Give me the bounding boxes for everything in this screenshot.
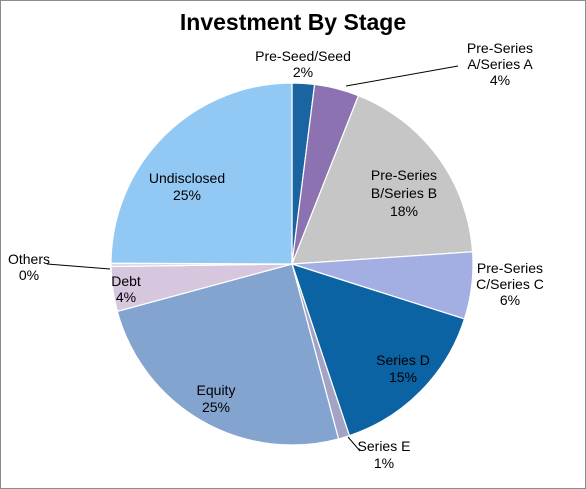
data-label-debt: Debt 4% <box>111 273 141 305</box>
pie-slice-pre-series-b-series-b <box>291 94 474 265</box>
data-label-undisclosed: Undisclosed 25% <box>149 170 225 203</box>
leader-line-series-e <box>347 436 361 452</box>
leader-line-others <box>46 263 111 270</box>
leader-line-pre-series-a-series-a <box>345 65 459 87</box>
data-label-equity: Equity 25% <box>197 382 236 415</box>
pie-slice-equity <box>116 263 340 446</box>
data-label-others: Others 0% <box>8 251 50 283</box>
data-label-pre-series-b-series-b: Pre-Series B/Series B 18% <box>371 167 437 219</box>
data-label-pre-seed-seed: Pre-Seed/Seed 2% <box>255 48 351 80</box>
chart-title: Investment By Stage <box>179 9 407 35</box>
data-label-pre-series-c-series-c: Pre-Series C/Series C 6% <box>476 260 544 308</box>
data-label-series-d: Series D 15% <box>376 352 430 385</box>
pie-slice-undisclosed <box>110 82 293 265</box>
data-label-series-e: Series E 1% <box>358 438 411 471</box>
data-label-pre-series-a-series-a: Pre-Series A/Series A 4% <box>467 40 533 88</box>
